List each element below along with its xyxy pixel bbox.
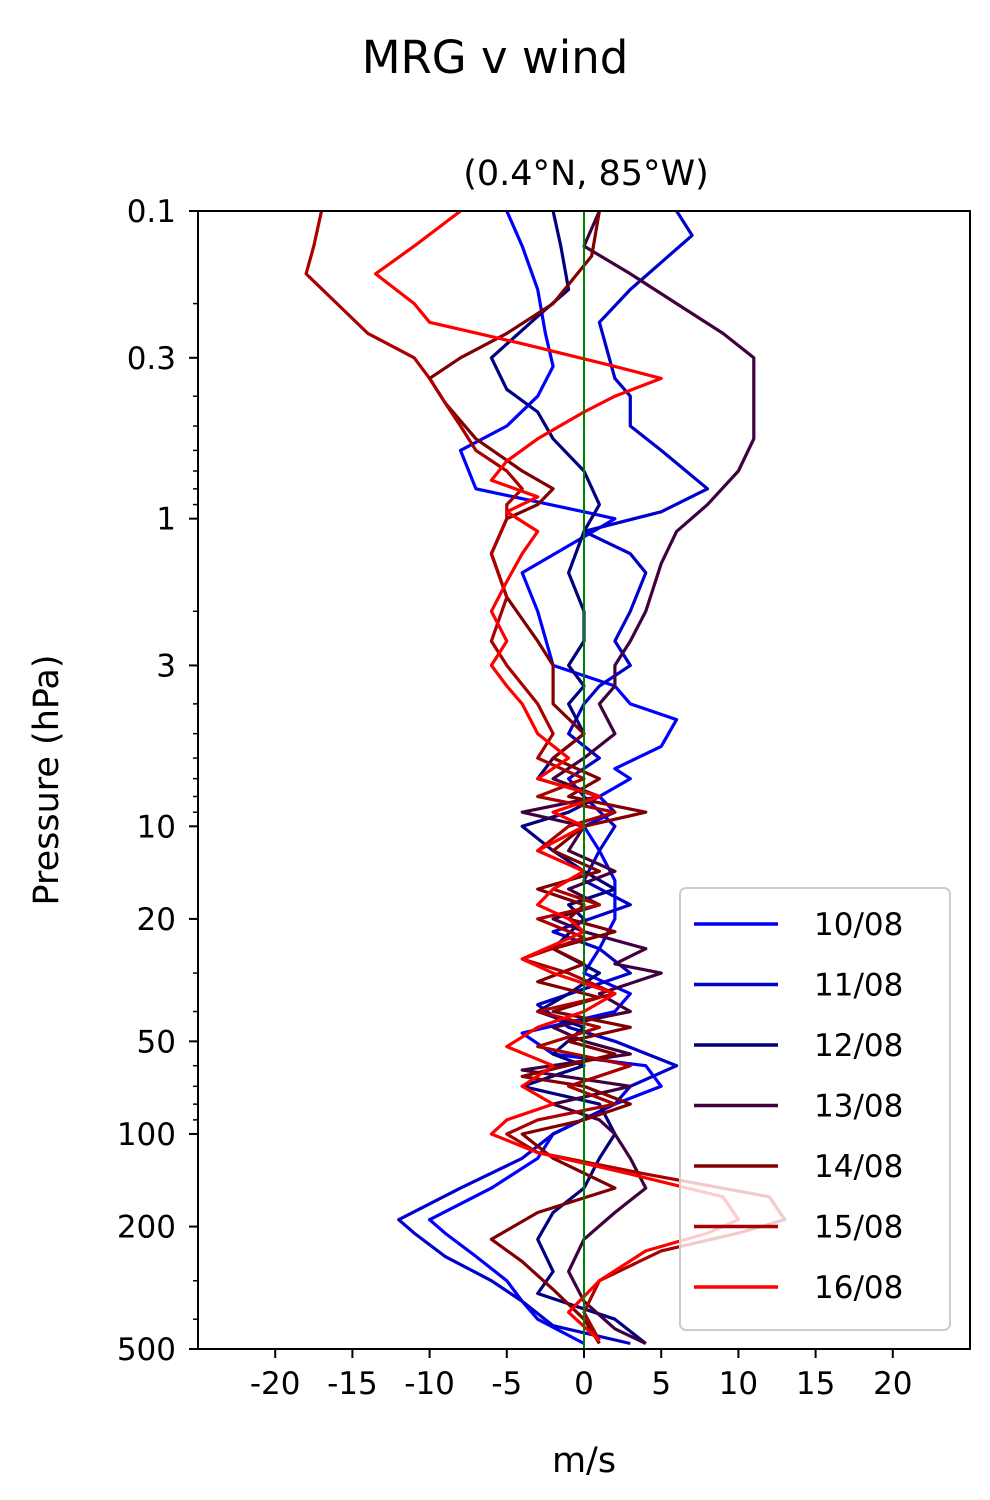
chart-title: MRG v wind — [362, 31, 629, 84]
y-tick-label: 200 — [117, 1210, 176, 1246]
y-tick-label: 0.3 — [127, 341, 176, 377]
y-tick-label: 100 — [117, 1117, 176, 1153]
legend-label: 11/08 — [814, 968, 903, 1004]
series-line-2 — [489, 210, 647, 1345]
legend-label: 15/08 — [814, 1210, 903, 1246]
series-line-1 — [397, 210, 710, 1346]
y-tick-label: 10 — [137, 809, 176, 845]
x-tick-label: -20 — [250, 1366, 301, 1402]
y-tick-label: 1 — [156, 502, 176, 538]
y-axis-label: Pressure (hPa) — [27, 654, 67, 905]
y-tick-label: 0.1 — [127, 194, 176, 230]
series-line-3 — [520, 210, 756, 1345]
x-axis-ticks: -20 -15 -10 -5 0 5 10 15 20 — [250, 1349, 913, 1402]
legend-box — [679, 887, 951, 1331]
legend-label: 13/08 — [814, 1089, 903, 1125]
x-tick-label: 15 — [796, 1366, 835, 1402]
y-tick-label: 3 — [156, 648, 176, 684]
x-tick-label: 5 — [651, 1366, 671, 1402]
legend-label: 14/08 — [814, 1149, 903, 1185]
y-tick-label: 20 — [137, 902, 176, 938]
legend-label: 10/08 — [814, 907, 903, 943]
chart-subtitle: (0.4°N, 85°W) — [463, 154, 709, 194]
x-tick-label: -10 — [404, 1366, 455, 1402]
y-axis-ticks: 0.1 0.3 1 3 10 20 50 100 200 500 — [117, 194, 198, 1368]
x-tick-label: 10 — [719, 1366, 758, 1402]
y-tick-label: 50 — [137, 1024, 176, 1060]
x-tick-label: 20 — [873, 1366, 912, 1402]
legend-label: 16/08 — [814, 1270, 903, 1306]
legend-label: 12/08 — [814, 1028, 903, 1064]
x-axis-label: m/s — [552, 1441, 616, 1481]
x-tick-label: -15 — [327, 1366, 378, 1402]
x-tick-label: -5 — [491, 1366, 522, 1402]
y-tick-label: 500 — [117, 1332, 176, 1368]
legend: 10/08 11/08 12/08 13/08 14/08 15/08 16/08 — [679, 887, 951, 1331]
x-tick-label: 0 — [574, 1366, 594, 1402]
